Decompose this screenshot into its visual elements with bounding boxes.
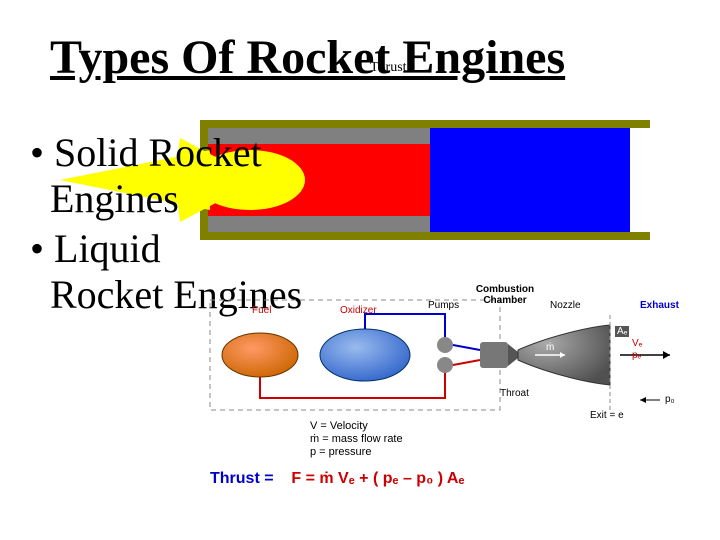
equation-lhs: Thrust = [210,470,274,487]
legend-p: p = pressure [310,446,403,459]
slide-title: Types Of Rocket Engines [50,30,565,85]
legend-v: V = Velocity [310,420,403,433]
liquid-rocket-diagram: Fuel Oxidizer Pumps Combustion Chamber N… [200,270,700,450]
label-ae: Aₑ [615,326,629,337]
label-combustion: Combustion Chamber [470,284,540,306]
label-p0: p₀ [665,394,675,405]
label-fuel: Fuel [252,305,271,316]
label-mdot: ṁ [546,342,554,353]
label-exhaust: Exhaust [640,300,679,311]
equation-rhs: F = ṁ Vₑ + ( pₑ – p₀ ) Aₑ [291,470,464,487]
thrust-overlay-text: Thrust [370,60,407,76]
thrust-equation: Thrust = F = ṁ Vₑ + ( pₑ – p₀ ) Aₑ [210,470,464,488]
label-throat: Throat [500,388,529,399]
label-pe: pₑ [632,350,641,361]
variable-legend: V = Velocity ṁ = mass flow rate p = pres… [310,420,403,460]
label-ve: Vₑ [632,338,642,349]
legend-m: ṁ = mass flow rate [310,433,403,446]
label-pumps: Pumps [428,300,459,311]
label-exit: Exit = e [590,410,624,421]
label-oxidizer: Oxidizer [340,305,377,316]
slide: Types Of Rocket Engines Thrust • Solid [0,0,720,540]
bullet-item: • Solid Rocket Engines [30,130,302,222]
label-nozzle: Nozzle [550,300,581,311]
